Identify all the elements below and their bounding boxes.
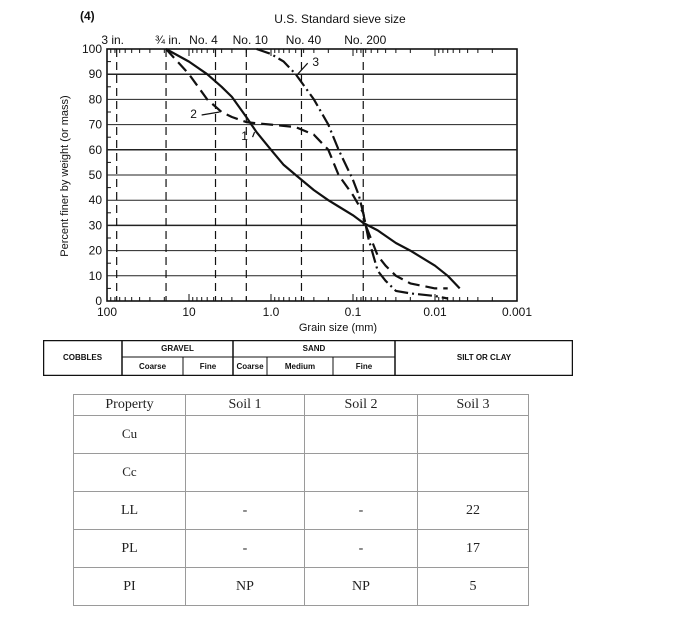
tick-layer: 0 10 20 30 40 50 60 70 80 90 100 100 10 1.0 0.1 0.01 0.0… (82, 42, 532, 319)
sieve-label: No. 4 (189, 33, 218, 47)
curve-label-3: 3 (312, 55, 319, 69)
sand-fine-label: Fine (355, 362, 373, 371)
column-header: Soil 1 (185, 394, 305, 416)
labels-layer: 1 2 3 (190, 55, 319, 143)
soil-classification-bar: COBBLES GRAVEL Coarse Fine SAND Coarse M… (43, 340, 573, 376)
curve-label-1: 1 (241, 129, 248, 143)
table-cell (417, 453, 529, 492)
curve-label-2: 2 (190, 107, 197, 121)
grain-size-chart: (4) U.S. Standard sieve size Percent fin… (59, 9, 532, 334)
table-cell: NP (304, 567, 418, 606)
table-row: LL - - 22 (73, 491, 529, 530)
gravel-fine-label: Fine (199, 362, 217, 371)
y-tick-label: 20 (89, 244, 103, 258)
x-tick-label: 10 (182, 305, 196, 319)
cobbles-label: COBBLES (62, 353, 103, 362)
x-tick-label: 0.01 (423, 305, 447, 319)
table-cell: 5 (417, 567, 529, 606)
property-letter: Cu (121, 426, 138, 441)
y-tick-label: 10 (89, 269, 103, 283)
table-cell: 17 (417, 529, 529, 568)
x-tick-label: 100 (97, 305, 117, 319)
table-cell (417, 415, 529, 454)
table-cell: 22 (417, 491, 529, 530)
table-cell (185, 453, 305, 492)
curve-3 (256, 47, 448, 300)
table-header-row: Property Soil 1 Soil 2 Soil 3 (73, 394, 529, 416)
y-tick-label: 40 (89, 193, 103, 207)
curve-leader (297, 62, 309, 75)
y-axis-label: Percent finer by weight (or mass) (59, 95, 71, 256)
sieve-label: No. 40 (286, 33, 322, 47)
y-tick-label: 30 (89, 218, 103, 232)
table-row: Cu (73, 415, 529, 454)
curves-layer (165, 47, 461, 300)
table-cell: - (304, 529, 418, 568)
sand-medium-label: Medium (284, 362, 316, 371)
sieve-label: 3 in. (101, 33, 124, 47)
table-cell: PL (73, 529, 186, 568)
y-tick-label: 80 (89, 92, 103, 106)
property-name-cell: Cu (73, 415, 186, 454)
table-cell (185, 415, 305, 454)
top-axis-title: U.S. Standard sieve size (274, 12, 406, 26)
column-header: Property (73, 394, 186, 416)
y-tick-label: 70 (89, 118, 103, 132)
table-cell: PI (73, 567, 186, 606)
figure-number: (4) (80, 9, 95, 23)
table-cell: - (304, 491, 418, 530)
sand-coarse-label: Coarse (236, 362, 264, 371)
column-header: Soil 2 (304, 394, 418, 416)
property-letter: Cc (122, 464, 137, 479)
gravel-label: GRAVEL (161, 344, 194, 353)
grid-layer (107, 73, 517, 277)
x-axis-label: Grain size (mm) (299, 322, 377, 334)
y-tick-label: 60 (89, 143, 103, 157)
table-row: PL - - 17 (73, 529, 529, 568)
table-cell: NP (185, 567, 305, 606)
table-row: PI NP NP 5 (73, 567, 529, 606)
x-tick-label: 0.1 (345, 305, 362, 319)
y-tick-label: 100 (82, 42, 102, 56)
silt-clay-label: SILT OR CLAY (456, 353, 512, 362)
sieve-label: No. 200 (344, 33, 386, 47)
x-tick-label: 0.001 (502, 305, 532, 319)
table-cell: - (185, 529, 305, 568)
table-cell: - (185, 491, 305, 530)
table-cell (304, 453, 418, 492)
curve-leader (201, 111, 220, 116)
sieve-lines-layer: 3 in. ¾ in. No. 4 No. 10 No. 40 No. 200 (101, 33, 387, 301)
y-tick-label: 90 (89, 67, 103, 81)
gravel-coarse-label: Coarse (138, 362, 167, 371)
property-name-cell: Cc (73, 453, 186, 492)
y-tick-label: 50 (89, 168, 103, 182)
soil-property-table: Property Soil 1 Soil 2 Soil 3 Cu Cc LL -… (73, 394, 529, 606)
sieve-label: No. 10 (233, 33, 269, 47)
sand-label: SAND (302, 344, 326, 353)
curve-2 (165, 48, 448, 290)
sieve-label: ¾ in. (155, 33, 181, 47)
curve-leader (252, 131, 256, 138)
column-header: Soil 3 (417, 394, 529, 416)
y-tick-label: 0 (95, 294, 102, 308)
table-cell: LL (73, 491, 186, 530)
curve-1 (165, 48, 461, 290)
x-tick-label: 1.0 (263, 305, 280, 319)
table-row: Cc (73, 453, 529, 492)
table-cell (304, 415, 418, 454)
